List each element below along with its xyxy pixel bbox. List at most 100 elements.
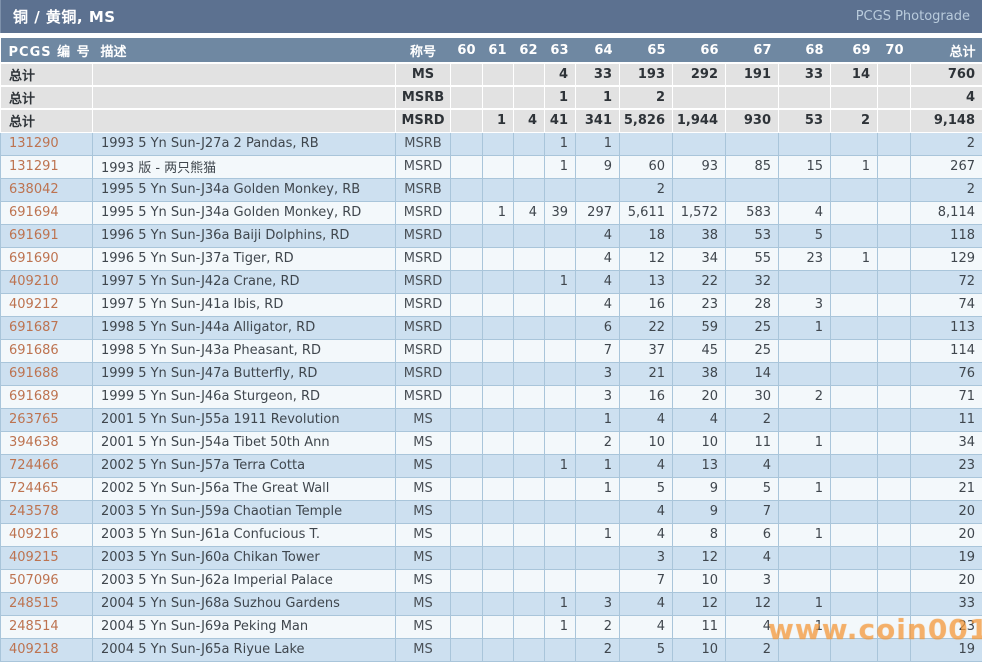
grade-61-count [482, 407, 514, 432]
grade-70-count [877, 637, 911, 662]
pcgs-id-link[interactable]: 248515 [0, 591, 93, 616]
grade-64-count: 341 [575, 108, 620, 133]
grade-61-count [482, 131, 514, 156]
grade-68-count [778, 361, 831, 386]
grade-65-count: 5 [619, 637, 673, 662]
grade-70-count [877, 223, 911, 248]
total-count: 113 [910, 315, 982, 340]
grade-68-count: 1 [778, 315, 831, 340]
grade-70-count [877, 430, 911, 455]
grade-66-count: 9 [672, 499, 726, 524]
grade-64-count: 1 [575, 476, 620, 501]
pcgs-id-link[interactable]: 394638 [0, 430, 93, 455]
coin-description: 1999 5 Yn Sun-J47a Butterfly, RD [92, 361, 396, 386]
coin-description: 1999 5 Yn Sun-J46a Sturgeon, RD [92, 384, 396, 409]
grade-63-count [544, 407, 576, 432]
grade-60-count [450, 62, 483, 87]
grade-61-count [482, 637, 514, 662]
grade-63-count: 1 [544, 614, 576, 639]
grade-67-count: 583 [725, 200, 779, 225]
summary-row: 总计 MS 4 33 193 292 191 33 14 760 [0, 62, 982, 87]
col-header-grade-60: 60 [450, 38, 483, 63]
col-header-grade-63: 63 [544, 38, 576, 63]
table-row: 243578 2003 5 Yn Sun-J59a Chaotian Temple… [0, 499, 982, 524]
grade-67-count: 2 [725, 637, 779, 662]
col-header-grade-66: 66 [672, 38, 726, 63]
summary-label: 总计 [0, 108, 93, 133]
grade-68-count: 1 [778, 591, 831, 616]
pcgs-id-link[interactable]: 691694 [0, 200, 93, 225]
pcgs-id-link[interactable]: 409215 [0, 545, 93, 570]
grade-67-count: 5 [725, 476, 779, 501]
pcgs-id-link[interactable]: 691688 [0, 361, 93, 386]
total-count: 2 [910, 131, 982, 156]
pcgs-id-link[interactable]: 691691 [0, 223, 93, 248]
pcgs-id-link[interactable]: 638042 [0, 177, 93, 202]
pcgs-id-link[interactable]: 691690 [0, 246, 93, 271]
pcgs-id-link[interactable]: 691686 [0, 338, 93, 363]
coin-description [92, 108, 396, 133]
col-header-grade-64: 64 [575, 38, 620, 63]
pcgs-id-link[interactable]: 263765 [0, 407, 93, 432]
pcgs-id-link[interactable]: 409216 [0, 522, 93, 547]
grade-62-count [513, 154, 545, 179]
grade-65-count: 4 [619, 614, 673, 639]
grade-62-count [513, 522, 545, 547]
grade-61-count [482, 522, 514, 547]
grade-68-count [778, 545, 831, 570]
total-count: 11 [910, 407, 982, 432]
grade-67-count: 30 [725, 384, 779, 409]
grade-61-count [482, 315, 514, 340]
table-row: 409212 1997 5 Yn Sun-J41a Ibis, RD MSRD 4 16… [0, 292, 982, 317]
grade-65-count: 37 [619, 338, 673, 363]
grade-60-count [450, 430, 483, 455]
designation-value: MS [395, 614, 451, 639]
designation-value: MSRD [395, 246, 451, 271]
table-row: 691694 1995 5 Yn Sun-J34a Golden Monkey, … [0, 200, 982, 225]
pcgs-id-link[interactable]: 691687 [0, 315, 93, 340]
pcgs-id-link[interactable]: 724466 [0, 453, 93, 478]
coin-description: 1997 5 Yn Sun-J41a Ibis, RD [92, 292, 396, 317]
pcgs-id-link[interactable]: 409218 [0, 637, 93, 662]
grade-69-count [830, 499, 878, 524]
grade-65-count: 12 [619, 246, 673, 271]
grade-62-count: 4 [513, 200, 545, 225]
pcgs-id-link[interactable]: 409212 [0, 292, 93, 317]
grade-61-count [482, 85, 514, 110]
col-header-description: 描述 [92, 38, 396, 63]
table-row: 724465 2002 5 Yn Sun-J56a The Great Wall M… [0, 476, 982, 501]
grade-69-count: 14 [830, 62, 878, 87]
grade-69-count [830, 223, 878, 248]
pcgs-id-link[interactable]: 131291 [0, 154, 93, 179]
pcgs-id-link[interactable]: 691689 [0, 384, 93, 409]
brand-label: PCGS Photograde [855, 9, 970, 24]
pcgs-id-link[interactable]: 409210 [0, 269, 93, 294]
grade-62-count [513, 246, 545, 271]
grade-69-count: 1 [830, 246, 878, 271]
pcgs-id-link[interactable]: 507096 [0, 568, 93, 593]
grade-65-count: 16 [619, 292, 673, 317]
grade-69-count [830, 430, 878, 455]
grade-66-count: 9 [672, 476, 726, 501]
grade-70-count [877, 407, 911, 432]
table-row: 638042 1995 5 Yn Sun-J34a Golden Monkey, … [0, 177, 982, 202]
pcgs-id-link[interactable]: 248514 [0, 614, 93, 639]
grade-63-count [544, 177, 576, 202]
pcgs-id-link[interactable]: 131290 [0, 131, 93, 156]
grade-61-count [482, 499, 514, 524]
grade-69-count [830, 177, 878, 202]
coin-description [92, 85, 396, 110]
pcgs-id-link[interactable]: 724465 [0, 476, 93, 501]
pcgs-id-link[interactable]: 243578 [0, 499, 93, 524]
grade-61-count [482, 177, 514, 202]
coin-description: 1993 版 - 两只熊猫 [92, 154, 396, 179]
col-header-grade-62: 62 [513, 38, 545, 63]
grade-63-count [544, 637, 576, 662]
grade-60-count [450, 614, 483, 639]
grade-62-count [513, 85, 545, 110]
grade-63-count [544, 361, 576, 386]
grade-62-count [513, 315, 545, 340]
total-count: 21 [910, 476, 982, 501]
grade-66-count [672, 131, 726, 156]
grade-64-count: 1 [575, 85, 620, 110]
